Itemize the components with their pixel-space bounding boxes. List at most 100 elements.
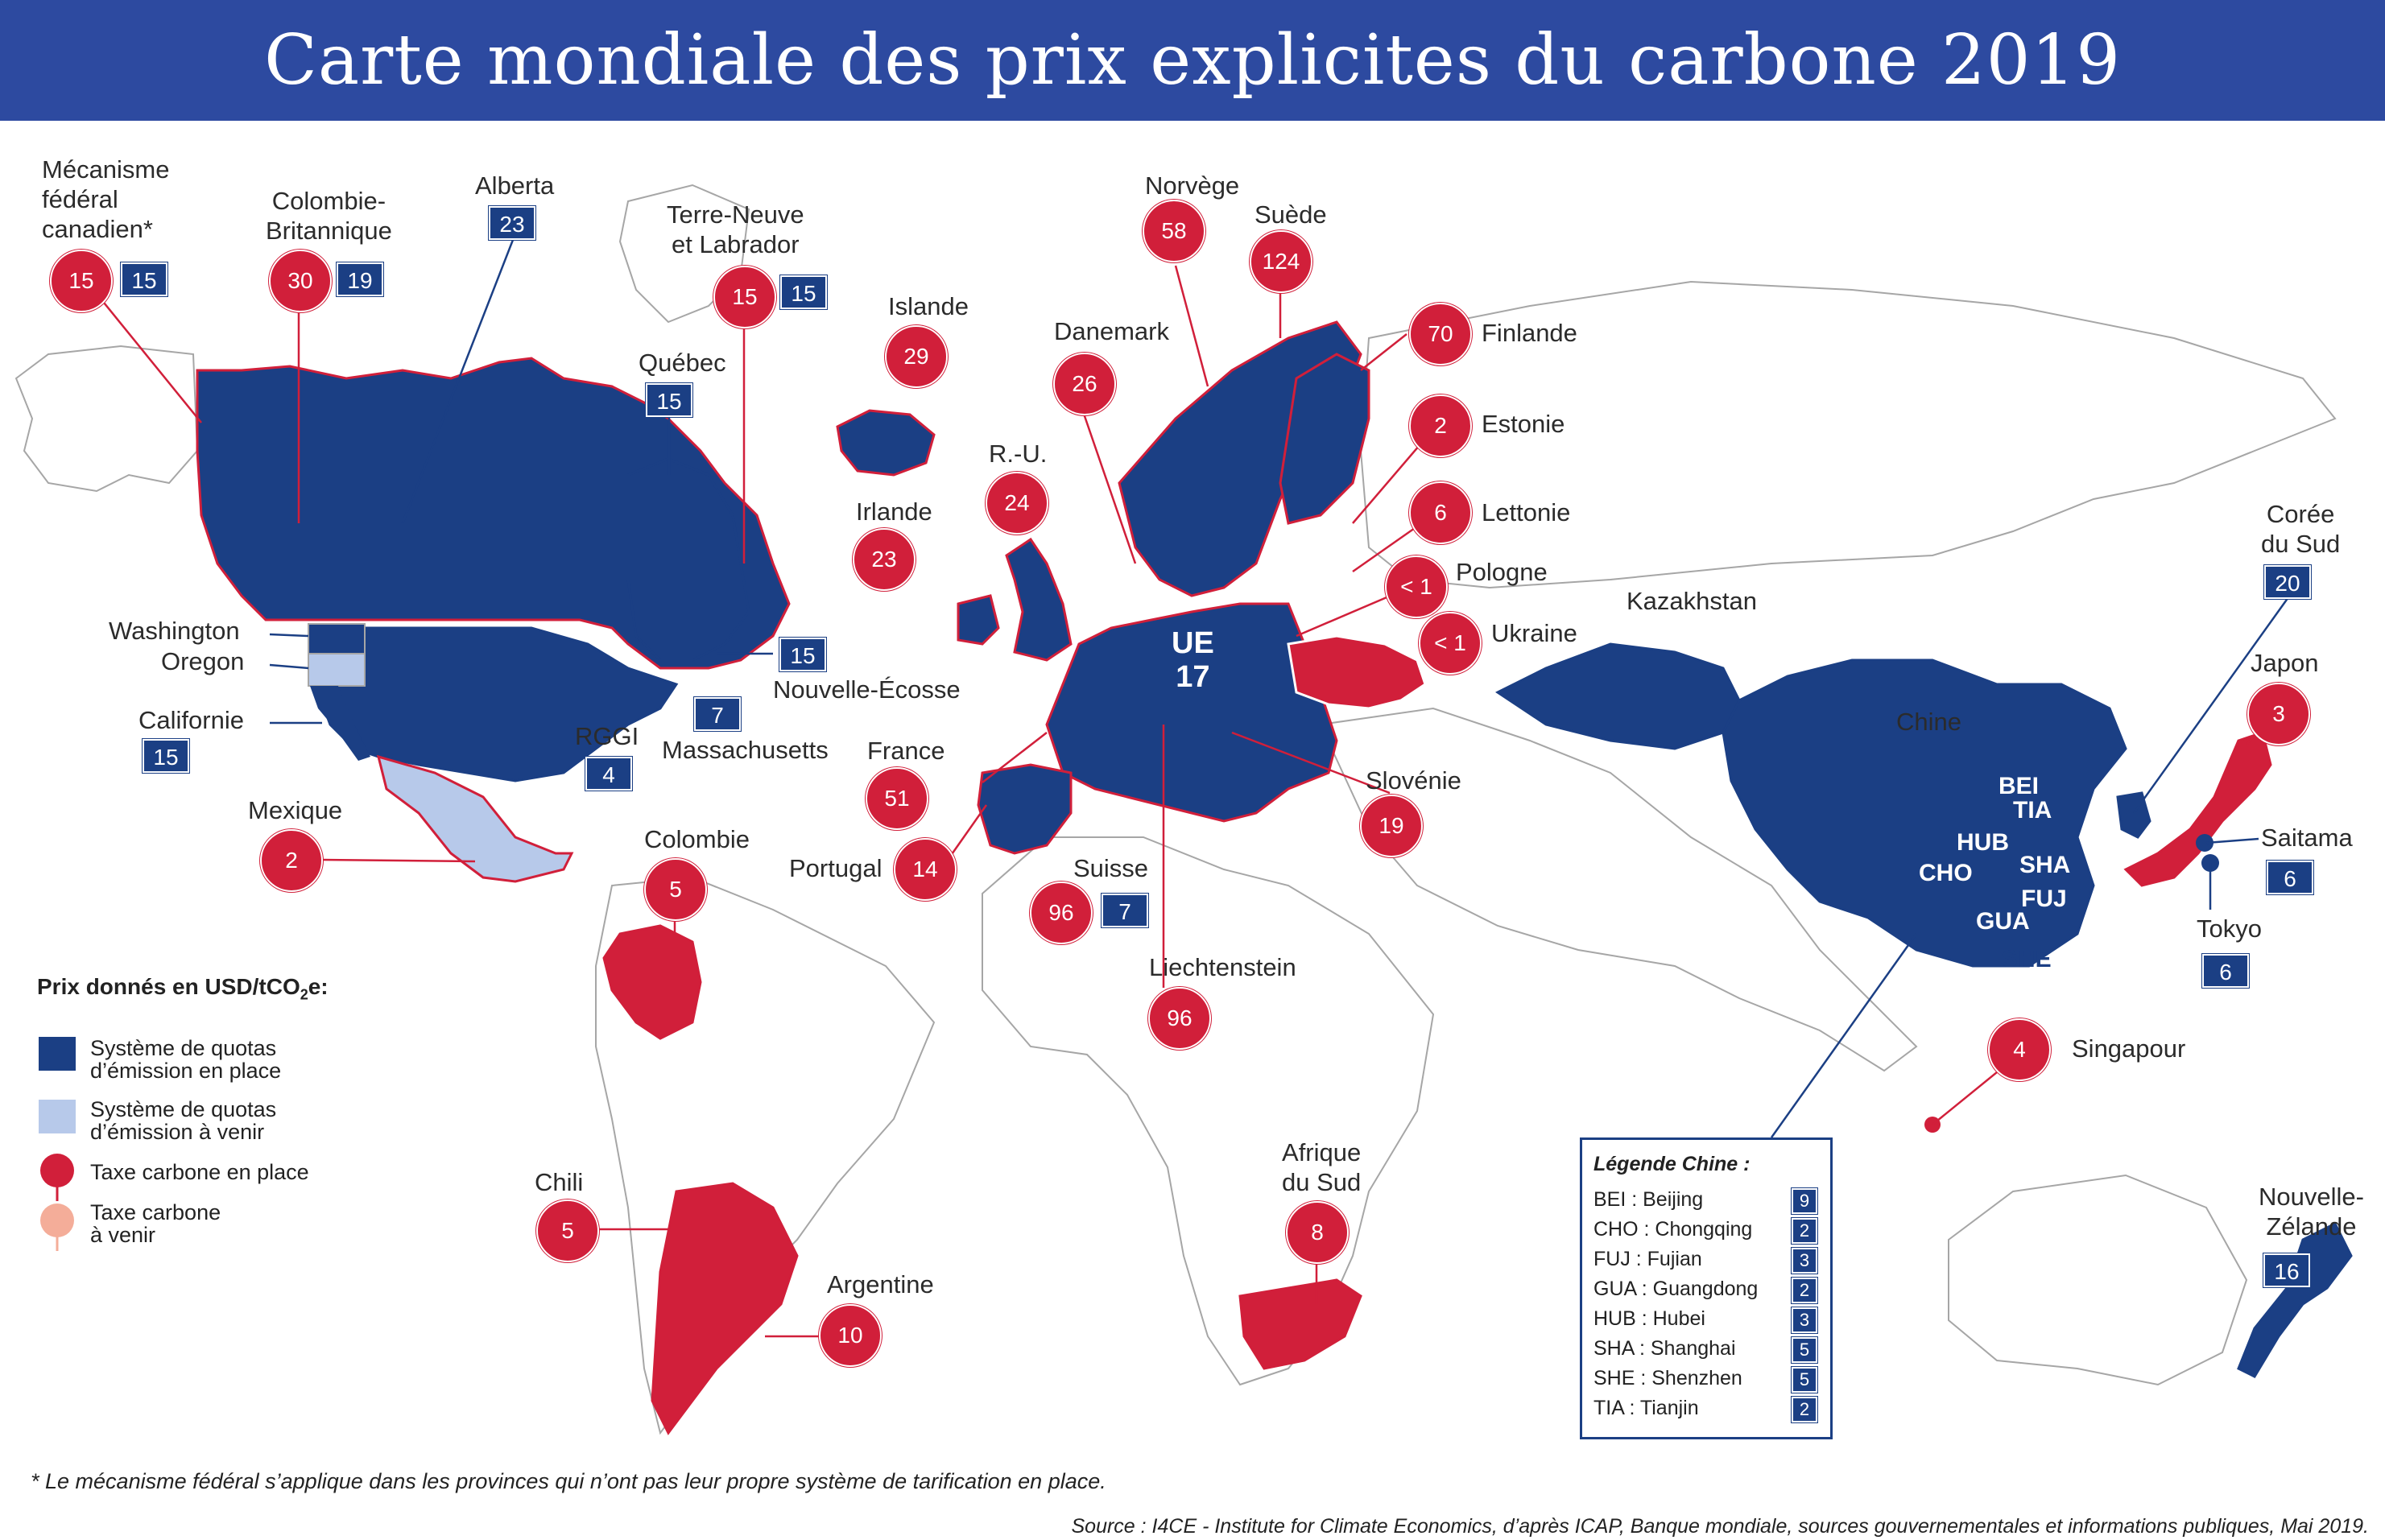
- price-box-cb: 19: [337, 262, 383, 296]
- price-circle-pologne: < 1: [1385, 555, 1448, 618]
- world-map: [14, 184, 2353, 1435]
- washington-shape: [308, 623, 366, 654]
- price-circle-slovenie: 19: [1360, 795, 1423, 857]
- china-legend-value: 2: [1792, 1397, 1817, 1422]
- label-nz: Nouvelle- Zélande: [2259, 1183, 2364, 1241]
- price-circle-finlande: 70: [1409, 303, 1472, 365]
- price-box-saitama: 6: [2267, 861, 2313, 894]
- europe-shape: [1045, 602, 1338, 823]
- china-legend: Légende Chine : BEI : Beijing 9 CHO : Ch…: [1580, 1137, 1833, 1439]
- price-circle-ukraine: < 1: [1419, 612, 1482, 675]
- china-legend-value: 3: [1792, 1307, 1817, 1333]
- price-box-coree: 20: [2264, 565, 2311, 599]
- label-alberta: Alberta: [475, 171, 555, 200]
- leader-danemark: [1082, 413, 1137, 564]
- china-legend-value: 5: [1792, 1367, 1817, 1393]
- legend-swatch-ets-planned: [39, 1100, 76, 1133]
- price-circle-irlande: 23: [853, 528, 916, 591]
- label-liechtenstein: Liechtenstein: [1149, 953, 1296, 981]
- china-legend-value: 9: [1792, 1188, 1817, 1214]
- price-circle-cb: 30: [269, 250, 332, 312]
- quebec-shape: [626, 457, 750, 662]
- price-circle-mecanisme: 15: [50, 250, 113, 312]
- label-oregon: Oregon: [161, 647, 245, 675]
- footnote: * Le mécanisme fédéral s’applique dans l…: [31, 1469, 1106, 1493]
- price-circle-france: 51: [866, 767, 928, 830]
- australia-shape: [1948, 1174, 2248, 1386]
- iceland-shape: [836, 409, 936, 477]
- label-japon: Japon: [2251, 649, 2319, 677]
- price-circle-chili: 5: [536, 1199, 599, 1262]
- label-kazakhstan: Kazakhstan: [1627, 587, 1757, 615]
- price-circle-estonie: 2: [1409, 394, 1472, 457]
- china-legend-row: FUJ : Fujian: [1593, 1248, 1702, 1270]
- label-norvege: Norvège: [1145, 171, 1240, 200]
- label-massachusetts: Massachusetts: [662, 736, 829, 764]
- price-box-tokyo: 6: [2202, 954, 2249, 988]
- legend-swatch-tax-planned: [40, 1204, 74, 1251]
- price-circle-colombie: 5: [644, 858, 707, 921]
- label-estonie: Estonie: [1482, 410, 1565, 438]
- price-circle-suede: 124: [1250, 230, 1312, 293]
- china-legend-row: SHA : Shanghai: [1593, 1337, 1736, 1360]
- leader-france: [982, 732, 1048, 783]
- middle-east-shape: [1319, 707, 1918, 1072]
- legend-label-ets-planned: Système de quotas d’émission à venir: [90, 1097, 277, 1144]
- price-box-alberta: 23: [489, 206, 535, 240]
- price-box-ne: 15: [779, 638, 826, 671]
- iberia-shape: [977, 763, 1073, 855]
- price-circle-singapour: 4: [1988, 1018, 2051, 1081]
- label-france: France: [867, 737, 945, 765]
- price-circle-norvege: 58: [1143, 200, 1205, 262]
- page-title: Carte mondiale des prix explicites du ca…: [264, 20, 2121, 101]
- mexico-shape: [376, 754, 574, 883]
- label-irlande: Irlande: [856, 498, 932, 526]
- china-label-gua: GUA: [1976, 908, 2030, 935]
- japan-shape: [2123, 731, 2272, 887]
- leader-norvege: [1174, 265, 1209, 387]
- china-legend-row: TIA : Tianjin: [1593, 1397, 1699, 1419]
- leader-coree: [2132, 597, 2290, 814]
- label-chili: Chili: [535, 1168, 584, 1196]
- nz-shape: [2237, 1221, 2353, 1378]
- label-colombie-britannique: Colombie- Britannique: [266, 187, 392, 245]
- alaska-shape: [14, 345, 199, 493]
- saitama-dot: [2196, 834, 2213, 852]
- china-label-she: SHE: [2002, 946, 2052, 972]
- price-box-suisse: 7: [1102, 894, 1148, 927]
- leader-oregon: [269, 663, 309, 670]
- label-mexique: Mexique: [248, 796, 343, 824]
- leader-mecanisme: [89, 285, 202, 423]
- label-danemark: Danemark: [1054, 317, 1169, 345]
- label-chine: Chine: [1896, 708, 1961, 736]
- price-circle-portugal: 14: [894, 838, 957, 901]
- price-box-californie: 15: [143, 739, 189, 773]
- china-label-tia: TIA: [2013, 797, 2052, 824]
- label-californie: Californie: [138, 706, 244, 734]
- china-legend-row: SHE : Shenzhen: [1593, 1367, 1742, 1389]
- price-box-rggi: 4: [585, 757, 632, 791]
- source-note: Source : I4CE - Institute for Climate Ec…: [1071, 1515, 2370, 1538]
- label-afrique-du-sud: Afrique du Sud: [1282, 1138, 1362, 1196]
- price-circle-suisse: 96: [1030, 881, 1093, 944]
- leader-mexique: [320, 858, 476, 863]
- label-lettonie: Lettonie: [1482, 498, 1571, 526]
- price-circle-mexique: 2: [260, 829, 323, 892]
- label-pologne: Pologne: [1456, 558, 1548, 586]
- label-saitama: Saitama: [2261, 824, 2353, 852]
- china-label-fuj: FUJ: [2021, 886, 2067, 912]
- leader-slovenie: [1231, 731, 1391, 795]
- price-circle-afrique: 8: [1286, 1201, 1349, 1264]
- leader-portugal: [949, 804, 988, 857]
- label-suede: Suède: [1255, 200, 1327, 229]
- leader-alberta: [401, 239, 515, 524]
- ireland-shape: [957, 594, 1000, 646]
- label-nouvelle-ecosse: Nouvelle-Écosse: [773, 675, 961, 704]
- price-circle-liechtenstein: 96: [1148, 987, 1211, 1050]
- label-islande: Islande: [888, 292, 969, 320]
- label-tokyo: Tokyo: [2197, 915, 2262, 943]
- title-banner: [0, 0, 2385, 121]
- leader-saitama: [2205, 837, 2259, 844]
- label-suisse: Suisse: [1073, 854, 1149, 882]
- leader-washington: [269, 633, 309, 638]
